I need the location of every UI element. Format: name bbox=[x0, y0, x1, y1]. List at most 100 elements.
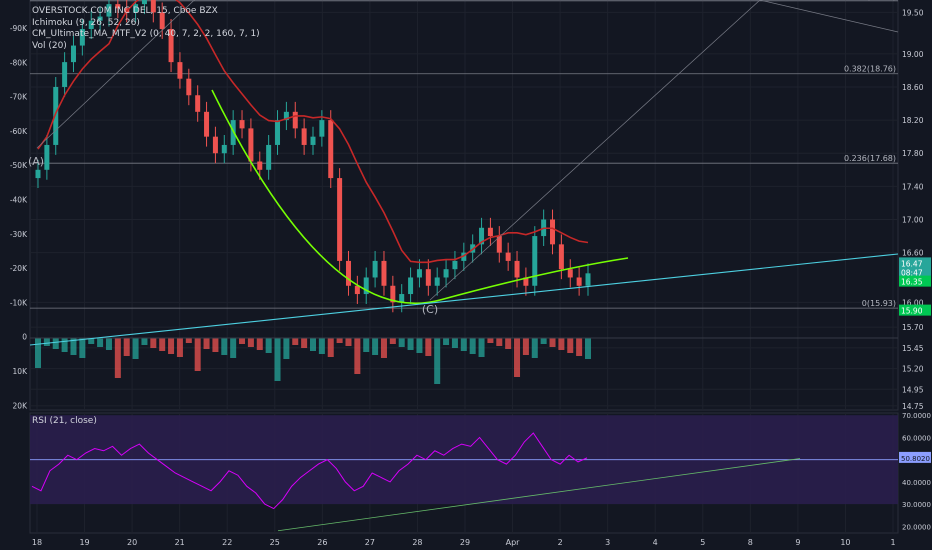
volume-bar bbox=[159, 338, 166, 351]
x-tick-label: 5 bbox=[700, 538, 705, 547]
rsi-tick-label: 20.0000 bbox=[902, 523, 931, 531]
volume-bar bbox=[52, 338, 59, 349]
volume-bar bbox=[398, 338, 405, 347]
rsi-tick-label: 30.0000 bbox=[902, 501, 931, 509]
candle-body bbox=[283, 111, 289, 121]
candle-body bbox=[186, 78, 192, 96]
candle-body bbox=[434, 277, 440, 286]
x-tick-label: 21 bbox=[175, 538, 185, 547]
candle-body bbox=[363, 277, 369, 295]
candle-body bbox=[558, 244, 564, 270]
price-tag: 16.35 bbox=[901, 278, 923, 287]
legend-ichimoku: Ichimoku (9, 26, 52, 26) bbox=[32, 17, 140, 28]
price-tag-bg bbox=[899, 257, 931, 269]
volume-tick-label: -30K bbox=[10, 230, 28, 239]
fib-label: 0.382(18.76) bbox=[844, 65, 896, 74]
volume-bar bbox=[105, 338, 112, 350]
candle-body bbox=[97, 16, 103, 21]
volume-bar bbox=[247, 338, 254, 347]
candle-body bbox=[106, 4, 112, 17]
volume-tick-label: -20K bbox=[10, 264, 28, 273]
volume-bar bbox=[327, 338, 334, 357]
candle-body bbox=[177, 62, 183, 79]
candle-body bbox=[221, 144, 227, 154]
volume-bar bbox=[141, 338, 148, 345]
candle-body bbox=[248, 128, 254, 162]
x-tick-label: 8 bbox=[748, 538, 753, 547]
candle-body bbox=[150, 0, 156, 13]
volume-bar bbox=[150, 338, 157, 348]
candle-body bbox=[239, 120, 245, 129]
price-tag: 16.47 bbox=[901, 259, 923, 268]
volume-bar bbox=[132, 338, 139, 359]
volume-bar bbox=[531, 338, 538, 358]
volume-bar bbox=[230, 338, 237, 358]
volume-bar bbox=[345, 338, 352, 346]
volume-tick-label: -50K bbox=[10, 161, 28, 170]
volume-bar bbox=[70, 338, 77, 355]
volume-bar bbox=[514, 338, 521, 377]
volume-bar bbox=[61, 338, 68, 352]
volume-bar bbox=[221, 338, 228, 355]
wave-label-a: (A) bbox=[28, 155, 44, 168]
price-tick-label: 19.00 bbox=[902, 50, 924, 59]
volume-tick-label: -70K bbox=[10, 93, 28, 102]
candle-body bbox=[275, 120, 281, 145]
price-tick-label: 17.40 bbox=[902, 182, 924, 191]
x-tick-label: 29 bbox=[460, 538, 470, 547]
x-tick-label: 22 bbox=[222, 538, 232, 547]
price-tag-bg bbox=[899, 275, 931, 287]
volume-bar bbox=[576, 338, 583, 356]
chart-legend: OVERSTOCK.COM INC DEL, 15, Cboe BZX Ichi… bbox=[32, 6, 260, 52]
candle-body bbox=[372, 260, 378, 278]
x-tick-label: 27 bbox=[365, 538, 375, 547]
price-tick-label: 15.45 bbox=[902, 344, 924, 353]
rsi-tick-label: 60.0000 bbox=[902, 434, 931, 442]
volume-tick-label: -90K bbox=[10, 24, 28, 33]
candle-body bbox=[479, 227, 485, 245]
candle-body bbox=[487, 227, 493, 237]
rsi-trend-line bbox=[277, 458, 801, 532]
price-tick-label: 18.20 bbox=[902, 116, 924, 125]
wave-line bbox=[759, 0, 899, 33]
x-tick-label: 28 bbox=[412, 538, 422, 547]
candle-body bbox=[505, 252, 511, 261]
candle-body bbox=[496, 236, 502, 253]
candle-body bbox=[159, 12, 165, 29]
candle-body bbox=[390, 285, 396, 303]
volume-bar bbox=[363, 338, 370, 352]
price-tick-label: 15.20 bbox=[902, 365, 924, 374]
legend-volume: Vol (20) bbox=[32, 40, 67, 51]
x-tick-label: 26 bbox=[317, 538, 327, 547]
volume-bar bbox=[114, 338, 121, 378]
x-tick-label: 9 bbox=[795, 538, 800, 547]
candle-body bbox=[461, 252, 467, 261]
volume-bar bbox=[416, 338, 423, 353]
candle-body bbox=[212, 136, 218, 154]
volume-bar bbox=[185, 338, 192, 343]
candle-body bbox=[523, 277, 529, 286]
candle-body bbox=[585, 273, 591, 286]
candle-body bbox=[88, 20, 94, 29]
volume-tick-label: -40K bbox=[10, 196, 28, 205]
volume-bar bbox=[372, 338, 379, 355]
volume-bar bbox=[389, 338, 396, 344]
candle-body bbox=[53, 86, 59, 145]
x-tick-label: 10 bbox=[840, 538, 850, 547]
fib-label: 0.5(19.64) bbox=[854, 0, 896, 1]
volume-bar bbox=[203, 338, 210, 349]
x-tick-label: 19 bbox=[79, 538, 89, 547]
candle-body bbox=[292, 111, 298, 129]
candle-body bbox=[567, 269, 573, 278]
price-tick-label: 15.70 bbox=[902, 323, 924, 332]
price-tick-label: 14.95 bbox=[902, 385, 924, 394]
volume-bar bbox=[487, 338, 494, 343]
candle-body bbox=[381, 260, 387, 286]
volume-bar bbox=[88, 338, 95, 344]
candle-body bbox=[79, 28, 85, 46]
price-tick-label: 17.00 bbox=[902, 215, 924, 224]
volume-bar bbox=[35, 338, 41, 368]
volume-bar bbox=[380, 338, 387, 358]
candle-body bbox=[204, 111, 210, 137]
